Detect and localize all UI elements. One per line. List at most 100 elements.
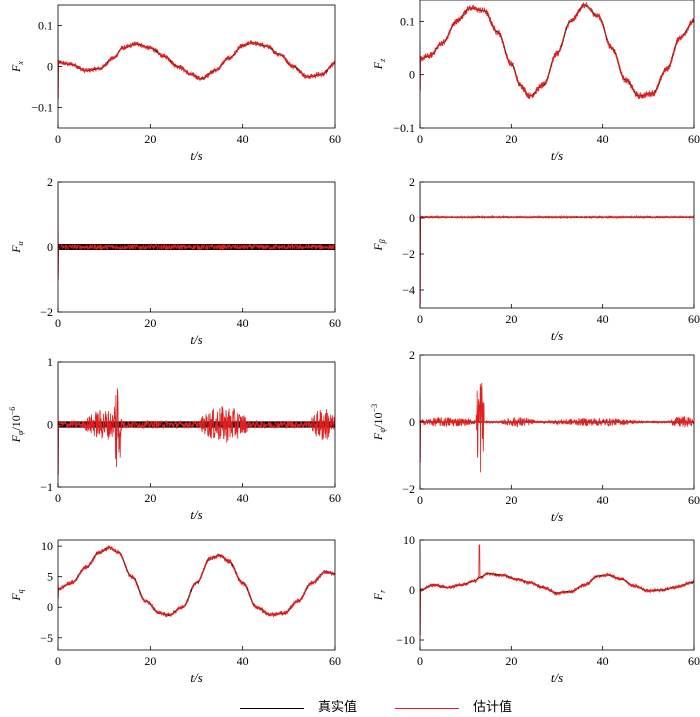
- y-tick-label: −0.1: [31, 101, 53, 115]
- y-tick-label: 0: [47, 600, 53, 614]
- y-tick-label: 2: [409, 175, 415, 189]
- y-tick-label: 5: [47, 570, 53, 584]
- y-tick-label: 2: [47, 175, 53, 189]
- x-tick-label: 20: [144, 654, 156, 668]
- x-axis-label: t/s: [190, 148, 202, 163]
- y-tick-label: −0.1: [393, 121, 415, 135]
- y-axis-label: Fβ: [371, 239, 387, 251]
- series-estimate-line: [420, 183, 694, 305]
- x-tick-label: 60: [688, 132, 700, 146]
- x-tick-label: 40: [597, 654, 609, 668]
- x-tick-label: 60: [329, 132, 341, 146]
- y-tick-label: −1: [40, 480, 53, 494]
- y-tick-label: 2: [409, 348, 415, 362]
- y-axis-label: Fx: [9, 61, 25, 73]
- x-tick-label: 20: [505, 493, 517, 507]
- x-tick-label: 0: [417, 654, 423, 668]
- x-tick-label: 0: [417, 493, 423, 507]
- y-tick-label: 0.1: [38, 19, 53, 33]
- x-tick-label: 20: [144, 491, 156, 505]
- x-tick-label: 0: [55, 654, 61, 668]
- y-axis-label: Fα: [9, 240, 25, 253]
- y-tick-label: 1: [47, 355, 53, 369]
- legend-label-estimate: 估计值: [473, 700, 513, 715]
- x-tick-label: 0: [417, 312, 423, 326]
- y-tick-label: −10: [396, 633, 415, 647]
- y-axis-label: Fr: [371, 589, 387, 601]
- legend-swatch-estimate: [395, 708, 459, 709]
- x-tick-label: 60: [329, 491, 341, 505]
- y-tick-label: 0: [409, 68, 415, 82]
- x-tick-label: 20: [505, 312, 517, 326]
- plot-frame: [419, 539, 695, 651]
- series-estimate-line: [420, 544, 694, 636]
- legend-label-true: 真实值: [318, 700, 358, 715]
- series-estimate-line: [420, 382, 694, 473]
- plot-frame: [57, 539, 336, 651]
- legend-swatch-true: [240, 708, 304, 709]
- y-tick-label: 0: [47, 240, 53, 254]
- y-tick-label: 0: [409, 415, 415, 429]
- x-axis-label: t/s: [551, 670, 563, 685]
- legend: 真实值 估计值: [0, 700, 700, 717]
- x-tick-label: 40: [237, 491, 249, 505]
- y-tick-label: −2: [402, 247, 415, 261]
- series-true-line: [58, 42, 335, 80]
- x-tick-label: 0: [417, 132, 423, 146]
- x-tick-label: 40: [597, 132, 609, 146]
- y-tick-label: −5: [40, 631, 53, 645]
- series-estimate-line: [58, 545, 335, 618]
- x-axis-label: t/s: [190, 670, 202, 685]
- x-tick-label: 40: [597, 493, 609, 507]
- x-tick-label: 60: [329, 316, 341, 330]
- series-estimate-line: [58, 185, 335, 280]
- panel-Fz: 0 20 40 60−0.100.1t/sFz: [371, 0, 700, 163]
- plot-frame: [419, 0, 695, 129]
- y-axis-label: Fz: [371, 58, 387, 70]
- x-tick-label: 0: [55, 132, 61, 146]
- x-tick-label: 40: [597, 312, 609, 326]
- y-tick-label: −2: [40, 305, 53, 319]
- x-axis-label: t/s: [190, 507, 202, 522]
- y-tick-label: 0: [47, 60, 53, 74]
- x-tick-label: 60: [688, 493, 700, 507]
- y-tick-label: −4: [402, 283, 415, 297]
- x-axis-label: t/s: [551, 148, 563, 163]
- y-tick-label: −2: [402, 482, 415, 496]
- x-tick-label: 20: [144, 132, 156, 146]
- y-tick-label: 10: [41, 539, 53, 553]
- x-tick-label: 60: [688, 312, 700, 326]
- plot-frame: [419, 181, 695, 309]
- series-estimate-line: [420, 1, 694, 100]
- x-tick-label: 20: [144, 316, 156, 330]
- y-tick-label: 0.1: [400, 14, 415, 28]
- x-tick-label: 40: [237, 132, 249, 146]
- x-tick-label: 60: [329, 654, 341, 668]
- series-true-line: [420, 4, 694, 97]
- y-axis-label: Fφ/10−6: [8, 407, 25, 444]
- y-tick-label: 0: [47, 418, 53, 432]
- y-axis-label: Fq: [9, 589, 25, 601]
- y-tick-label: 10: [403, 533, 415, 547]
- x-axis-label: t/s: [551, 328, 563, 343]
- series-estimate-line: [58, 25, 335, 100]
- x-tick-label: 20: [505, 654, 517, 668]
- panel-Fb: 0 20 40 60 −4 −2 0 2 t/s Fβ: [371, 175, 700, 343]
- x-tick-label: 60: [688, 654, 700, 668]
- x-tick-label: 20: [505, 132, 517, 146]
- y-tick-label: 0: [409, 211, 415, 225]
- panel-Fx: 0 20 40 60 −0.1 0 0.1 t/s Fx: [9, 4, 341, 163]
- x-tick-label: 0: [55, 491, 61, 505]
- y-axis-label: Fψ/10−3: [370, 404, 387, 441]
- x-tick-label: 40: [237, 654, 249, 668]
- series-estimate-line: [58, 365, 335, 475]
- y-tick-label: 0: [409, 583, 415, 597]
- x-tick-label: 0: [55, 316, 61, 330]
- x-axis-label: t/s: [190, 332, 202, 347]
